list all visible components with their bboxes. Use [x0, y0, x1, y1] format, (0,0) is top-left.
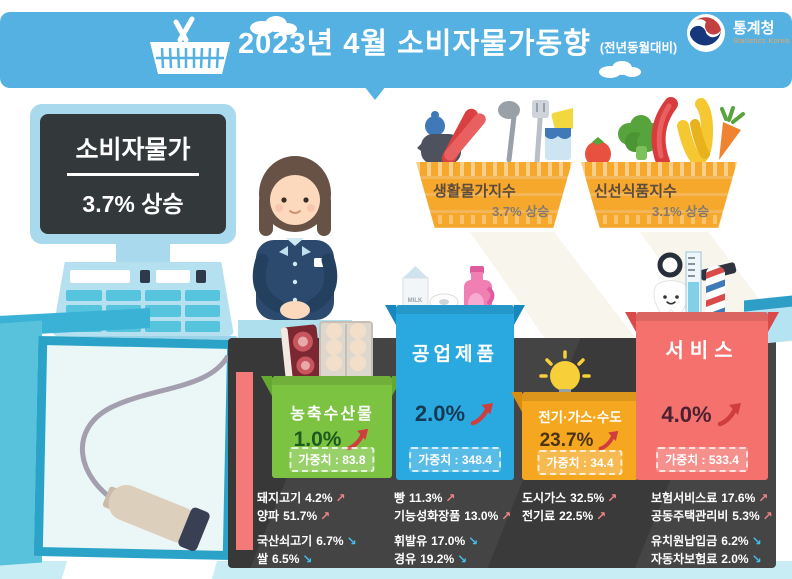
cpi-value: 3.7% 상승 [82, 190, 184, 217]
bag-flap [511, 392, 522, 412]
register-key-dark [140, 270, 150, 283]
item-row: 도시가스 32.5% ↗ [522, 491, 618, 505]
pos-monitor: 소비자물가 3.7% 상승 [30, 104, 236, 244]
bag-industrial-products: 공업제품 2.0% 가중치 : 348.4 [385, 305, 525, 480]
category-name: 서비스 [665, 340, 739, 362]
weight-badge: 가중치 : 34.4 [537, 450, 623, 475]
register-display [70, 270, 130, 283]
trend-arrow: ↗ [445, 491, 456, 505]
bag-flap [514, 305, 525, 325]
register-key-dark [196, 270, 206, 283]
bag-agri-livestock-fisheries: 농축수산물 1.0% 가중치 : 83.8 [261, 376, 403, 478]
meat-and-eggs-icon [280, 321, 373, 380]
lane-divider [236, 372, 253, 550]
items-industrial-products: 빵 11.3% ↗ 기능성화장품 13.0% ↗ 휘발유 17.0% ↘ 경유 19.2% ↘ [394, 489, 511, 568]
monitor-screen: 소비자물가 3.7% 상승 [40, 114, 226, 234]
agency-logo: 통계청 Statistics Korea [686, 13, 790, 53]
living-index-value: 3.7% 상승 [492, 204, 550, 219]
cloud-icon [250, 16, 297, 35]
item-row: 자동차보험료 2.0% ↘ [651, 552, 762, 566]
shopping-basket-icon [150, 16, 230, 74]
trend-arrow: ↘ [302, 552, 313, 566]
korea-gov-emblem-icon [687, 14, 725, 52]
trend-arrow: ↗ [320, 509, 331, 523]
trend-arrow: ↘ [346, 534, 357, 548]
barcode-scanner-icon [79, 354, 231, 552]
weight-badge: 가중치 : 533.4 [656, 447, 748, 472]
up-arrow-icon [717, 403, 741, 427]
up-arrow-icon [599, 430, 619, 451]
bag-services: 서비스 4.0% 가중치 : 533.4 [625, 312, 779, 480]
item-row: 공동주택관리비 5.3% ↗ [651, 509, 773, 523]
trend-arrow: ↗ [501, 509, 512, 523]
trend-arrow: ↗ [596, 509, 607, 523]
monitor-stand [116, 244, 170, 264]
basket-fresh-food-index [581, 162, 737, 228]
bag-flap [261, 376, 272, 396]
fresh-food-index-label: 신선식품지수 [594, 183, 677, 200]
basket-living-index [416, 162, 572, 228]
weight-badge: 가중치 : 348.4 [409, 447, 501, 472]
trend-arrow: ↗ [758, 491, 769, 505]
fresh-food-index-value: 3.1% 상승 [652, 204, 710, 219]
trend-arrow: ↗ [607, 491, 618, 505]
cloud-icon [599, 61, 641, 78]
cpi-label: 소비자물가 [67, 130, 199, 176]
bag-flap [625, 312, 636, 332]
item-row: 쌀 6.5% ↘ [257, 552, 313, 566]
item-row: 기능성화장품 13.0% ↗ [394, 509, 512, 523]
item-row: 국산쇠고기 6.7% ↘ [257, 534, 357, 548]
page-title-group: 2023년 4월 소비자물가동향 (전년동월대비) [238, 30, 677, 59]
trend-arrow: ↘ [468, 534, 479, 548]
page-title: 2023년 4월 소비자물가동향 [238, 28, 591, 60]
category-value: 1.0% [293, 428, 342, 451]
item-row: 휘발유 17.0% ↘ [394, 534, 479, 548]
milk-carton-text: MILK [408, 298, 423, 304]
item-row: 양파 51.7% ↗ [257, 509, 331, 523]
trend-arrow: ↗ [762, 509, 773, 523]
item-row: 돼지고기 4.2% ↗ [257, 491, 346, 505]
trend-arrow: ↘ [751, 534, 762, 548]
header-band [0, 12, 792, 88]
item-row: 보험서비스료 17.6% ↗ [651, 491, 769, 505]
item-row: 빵 11.3% ↗ [394, 491, 456, 505]
bag-electricity-gas-water: 전기·가스·수도 23.7% 가중치 : 34.4 [511, 392, 649, 480]
weight-badge: 가중치 : 83.8 [289, 447, 375, 472]
fresh-food-items-icon [585, 97, 745, 169]
register-display-small [156, 270, 190, 283]
category-value: 2.0% [414, 401, 466, 426]
up-arrow-icon [470, 402, 494, 425]
services-items-icon [653, 251, 737, 320]
category-name: 전기·가스·수도 [538, 410, 622, 425]
items-services: 보험서비스료 17.6% ↗ 공동주택관리비 5.3% ↗ 유치원납입금 6.2% ↘ 자동… [651, 489, 773, 568]
category-name: 공업제품 [412, 344, 498, 365]
items-agri-livestock-fisheries: 돼지고기 4.2% ↗ 양파 51.7% ↗ 국산쇠고기 6.7% ↘ 쌀 6.5% ↘ [257, 489, 357, 568]
trend-arrow: ↘ [457, 552, 468, 566]
category-value: 23.7% [539, 430, 594, 451]
header-tail [364, 86, 386, 100]
item-row: 전기료 22.5% ↗ [522, 509, 607, 523]
item-row: 경유 19.2% ↘ [394, 552, 468, 566]
agency-name-en: Statistics Korea [733, 37, 790, 45]
page-subtitle: (전년동월대비) [599, 41, 678, 55]
agency-name: 통계청 [733, 20, 775, 38]
kitchenware-items-icon [417, 100, 573, 166]
trend-arrow: ↘ [751, 552, 762, 566]
items-electricity-gas-water: 도시가스 32.5% ↗ 전기료 22.5% ↗ [522, 489, 617, 525]
bag-flap [385, 305, 396, 325]
category-value: 4.0% [661, 402, 712, 427]
cashier-illustration [252, 156, 338, 320]
item-row: 유치원납입금 6.2% ↘ [651, 534, 762, 548]
trend-arrow: ↗ [335, 491, 346, 505]
bag-flap [768, 312, 779, 332]
category-name: 농축수산물 [290, 406, 374, 423]
living-index-label: 생활물가지수 [433, 183, 516, 200]
light-bulb-icon [539, 350, 591, 398]
